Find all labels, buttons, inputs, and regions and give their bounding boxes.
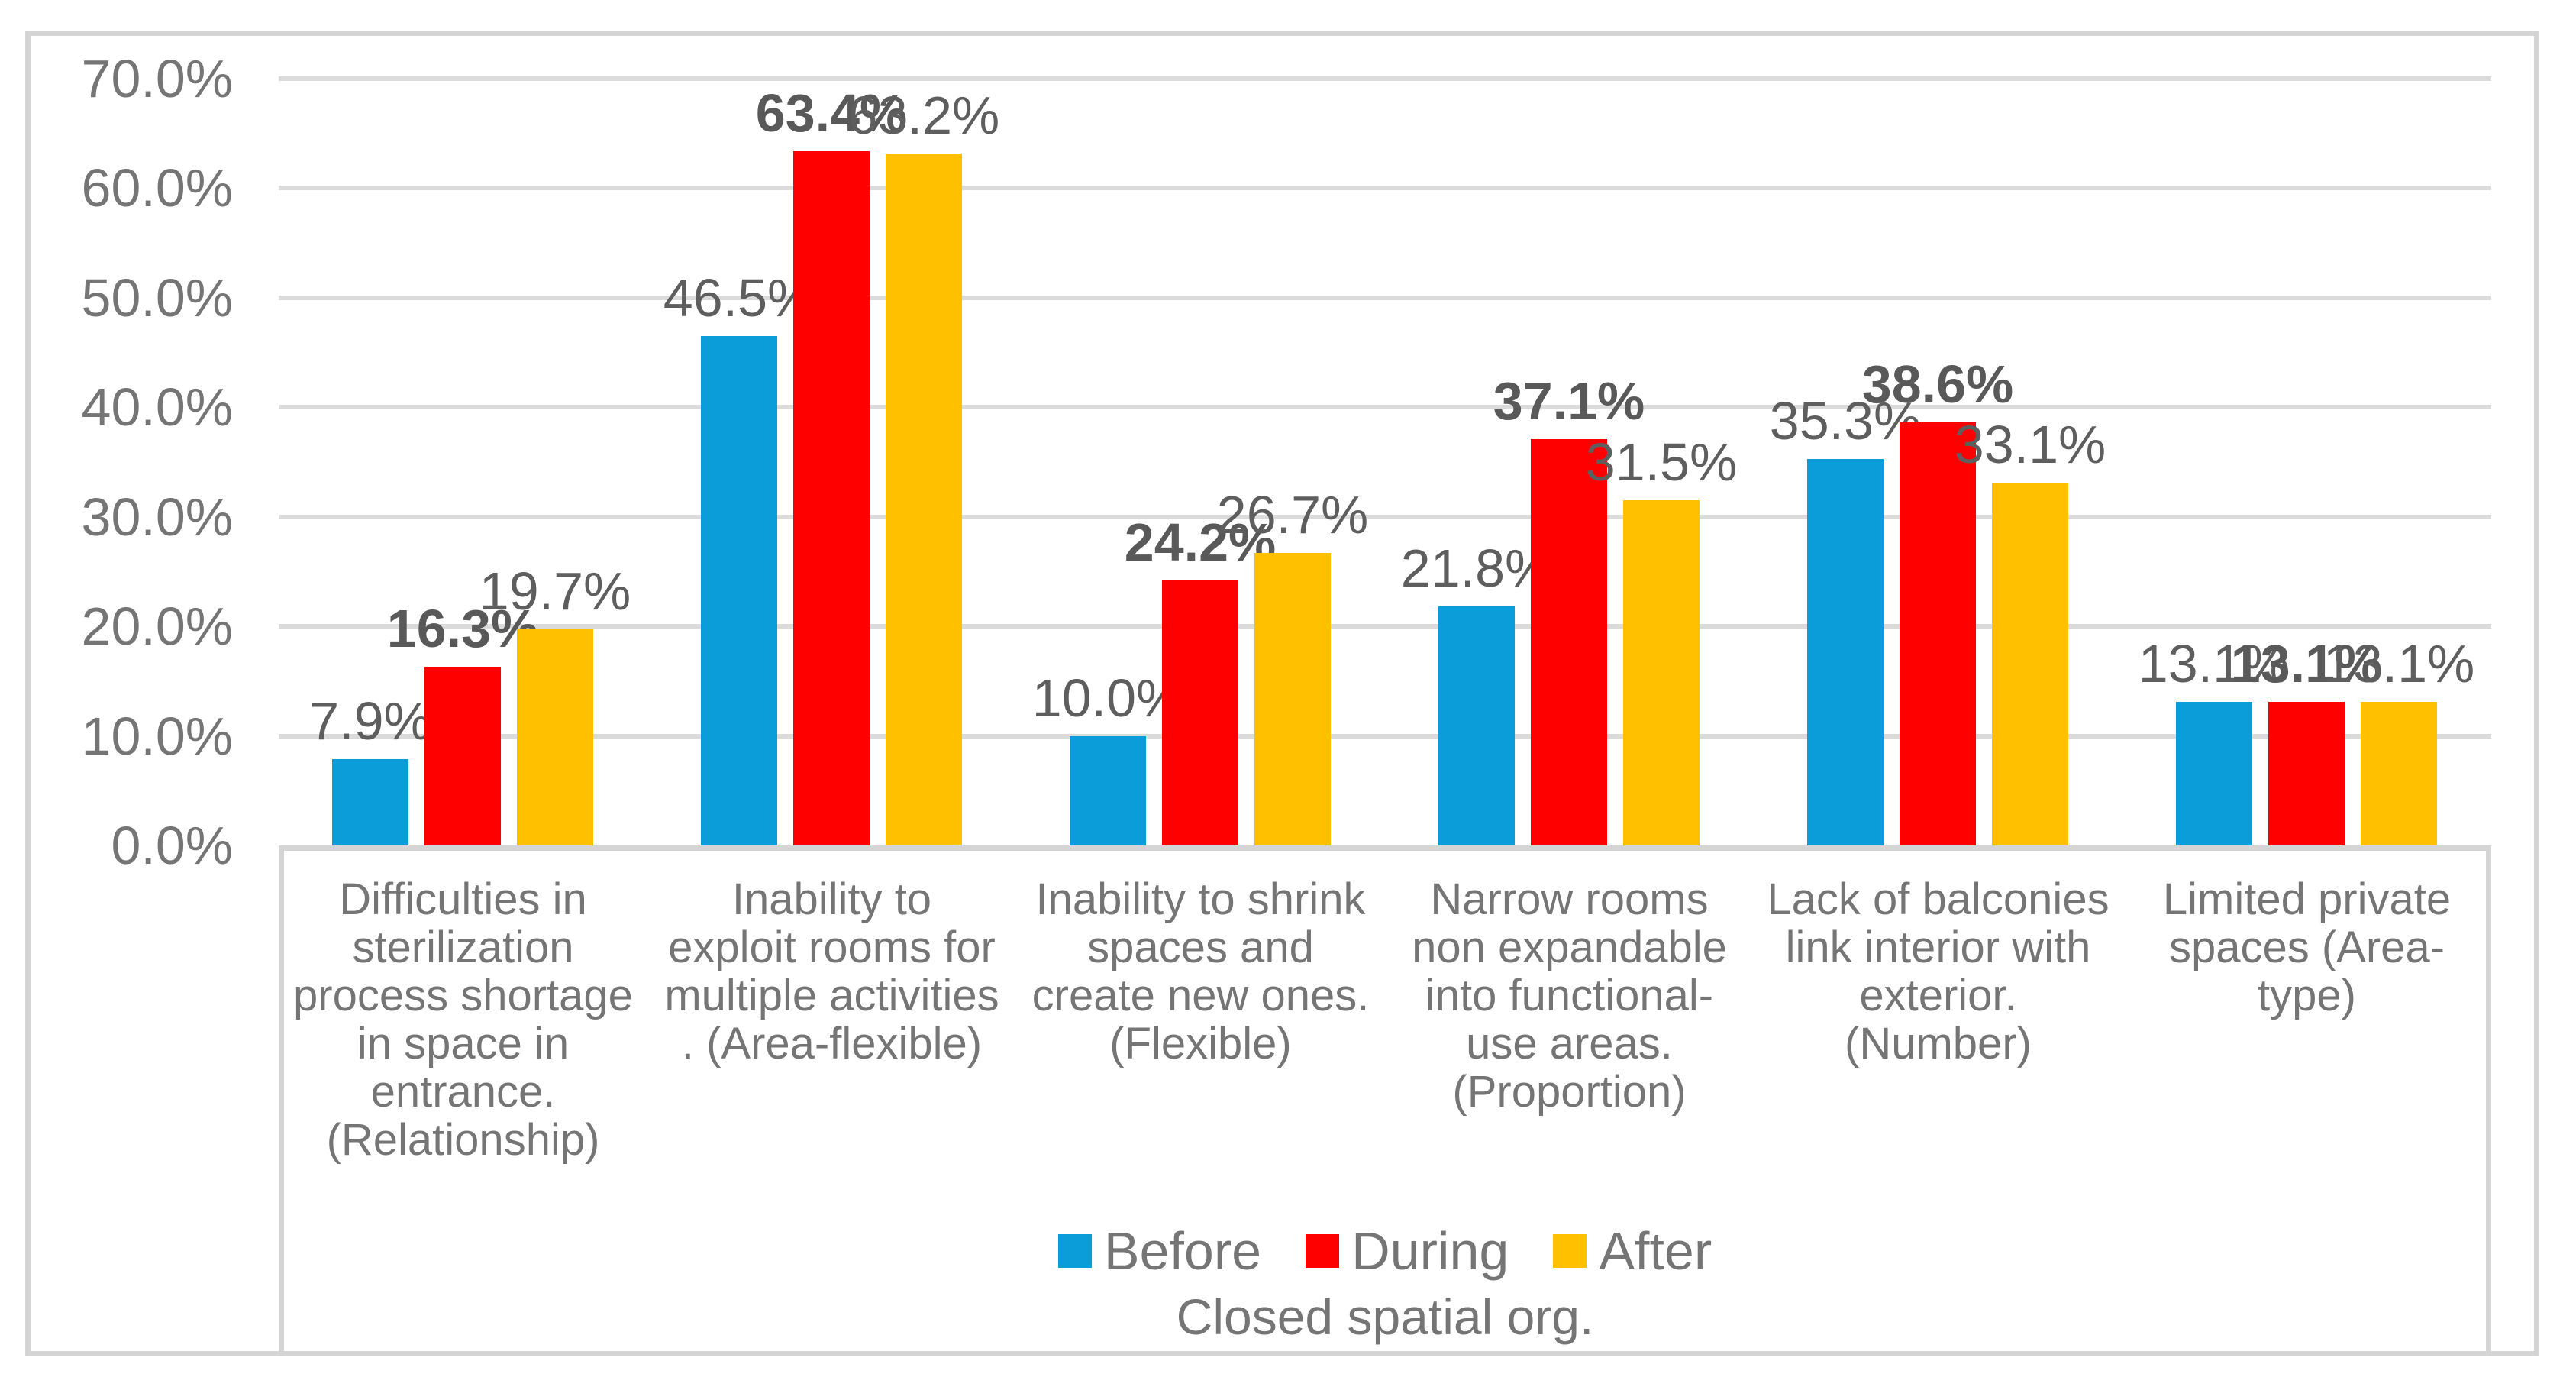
- bar-after-1: [517, 629, 593, 845]
- x-axis-title: Closed spatial org.: [1176, 1288, 1594, 1345]
- y-axis-tick-label: 50.0%: [81, 268, 233, 328]
- data-label-after-6: 13.1%: [2323, 634, 2475, 693]
- data-label-during-3: 24.2%: [1124, 512, 1277, 572]
- category-label-5: Lack of balconies link interior with ext…: [1767, 874, 2110, 1068]
- bar-before-6: [2176, 702, 2252, 845]
- legend-item-before: Before: [1057, 1221, 1262, 1281]
- gridline: [279, 734, 2491, 739]
- gridline: [279, 405, 2491, 409]
- bar-during-4: [1531, 439, 1607, 845]
- data-label-before-3: 10.0%: [1031, 668, 1184, 728]
- data-label-after-5: 33.1%: [1954, 415, 2106, 474]
- legend-label-during: During: [1351, 1221, 1509, 1281]
- y-axis-tick-label: 10.0%: [81, 706, 233, 766]
- bar-before-2: [701, 336, 777, 845]
- data-label-before-6: 13.1%: [2138, 634, 2290, 693]
- data-label-before-4: 21.8%: [1400, 538, 1553, 598]
- y-axis-tick-label: 40.0%: [81, 377, 233, 437]
- y-axis-tick-label: 60.0%: [81, 158, 233, 218]
- bar-during-5: [1900, 422, 1976, 845]
- data-label-during-1: 16.3%: [386, 599, 539, 658]
- data-label-during-2: 63.4%: [755, 83, 908, 143]
- category-label-1: Difficulties in sterilization process sh…: [293, 874, 633, 1165]
- legend-item-during: During: [1306, 1222, 1509, 1280]
- legend: Before During After: [284, 1222, 2486, 1280]
- data-label-after-4: 31.5%: [1585, 432, 1738, 492]
- data-label-during-5: 38.6%: [1861, 354, 2014, 414]
- category-label-2: Inability to exploit rooms for multiple …: [664, 874, 999, 1068]
- category-label-3: Inability to shrink spaces and create ne…: [1031, 874, 1370, 1068]
- data-label-after-2: 63.2%: [847, 86, 1000, 145]
- data-label-before-5: 35.3%: [1769, 391, 1922, 451]
- bar-during-6: [2268, 702, 2345, 845]
- x-axis-area: Difficulties in sterilization process sh…: [279, 845, 2491, 1356]
- gridline: [279, 624, 2491, 629]
- y-axis-tick-label: 70.0%: [81, 49, 233, 108]
- legend-swatch-during: [1306, 1234, 1340, 1268]
- bar-after-5: [1992, 483, 2068, 845]
- data-label-after-1: 19.7%: [479, 561, 631, 621]
- legend-swatch-after: [1553, 1234, 1587, 1268]
- bar-during-2: [793, 151, 870, 845]
- bar-before-1: [332, 759, 408, 845]
- legend-label-before: Before: [1103, 1221, 1262, 1281]
- y-axis-tick-label: 30.0%: [81, 487, 233, 547]
- data-label-after-3: 26.7%: [1216, 485, 1369, 545]
- y-axis-tick-label: 0.0%: [111, 816, 233, 875]
- bar-before-4: [1438, 606, 1515, 845]
- bar-after-2: [886, 154, 962, 845]
- legend-label-after: After: [1599, 1221, 1712, 1281]
- category-label-4: Narrow rooms non expandable into functio…: [1412, 874, 1727, 1117]
- y-axis-tick-label: 20.0%: [81, 596, 233, 656]
- data-label-during-4: 37.1%: [1493, 371, 1645, 431]
- bar-after-4: [1623, 500, 1700, 845]
- data-label-during-6: 13.1%: [2230, 634, 2383, 693]
- gridline: [279, 515, 2491, 519]
- data-label-before-2: 46.5%: [663, 268, 815, 328]
- bar-before-3: [1070, 736, 1146, 845]
- legend-item-after: After: [1553, 1222, 1712, 1280]
- category-label-6: Limited private spaces (Area- type): [2162, 874, 2452, 1020]
- bar-during-1: [424, 667, 501, 845]
- bar-before-5: [1807, 459, 1884, 845]
- legend-swatch-before: [1057, 1234, 1092, 1268]
- gridline: [279, 186, 2491, 190]
- gridline: [279, 76, 2491, 81]
- bar-after-3: [1254, 553, 1331, 845]
- bar-during-3: [1162, 580, 1238, 845]
- data-label-before-1: 7.9%: [309, 691, 431, 751]
- bar-after-6: [2361, 702, 2437, 845]
- gridline: [279, 296, 2491, 300]
